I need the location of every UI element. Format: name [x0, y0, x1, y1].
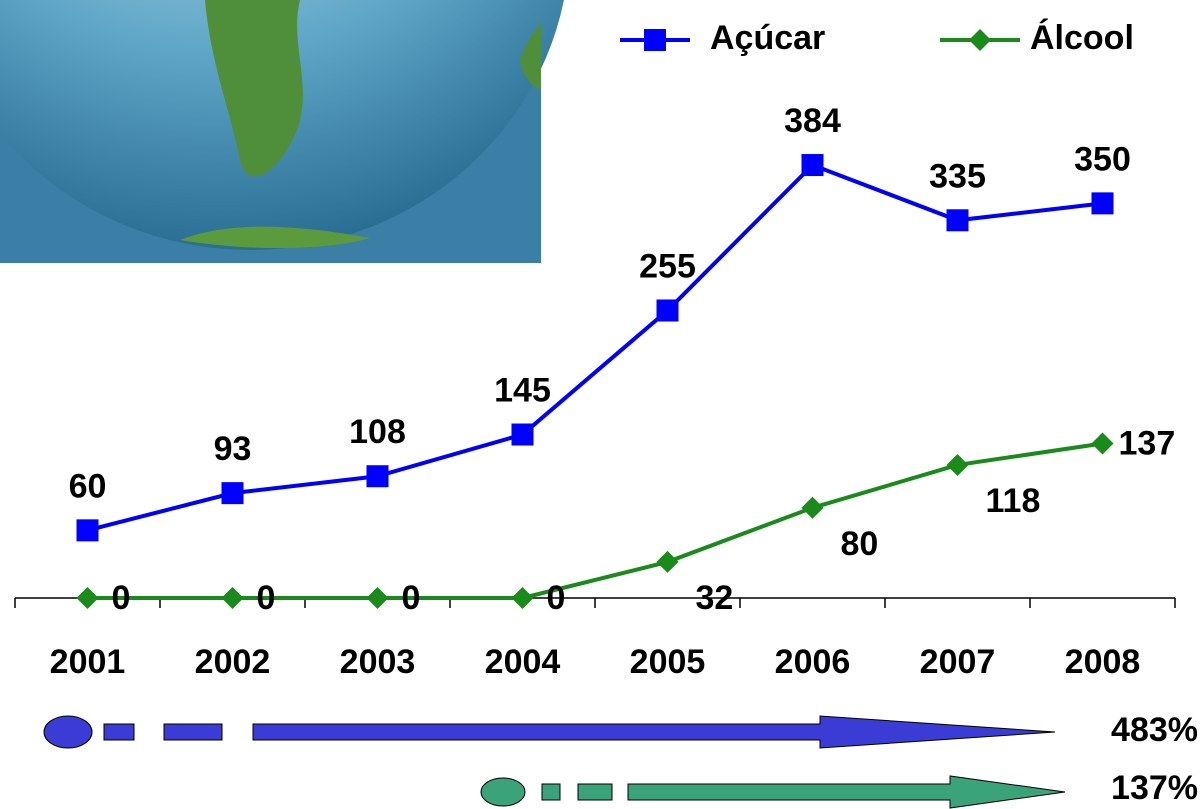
marker — [221, 587, 244, 609]
data-label: 80 — [841, 525, 879, 563]
data-label: 145 — [494, 371, 551, 409]
marker — [946, 453, 969, 476]
x-tick-label: 2004 — [485, 643, 561, 681]
marker — [221, 482, 244, 505]
growth-arrows — [43, 715, 1066, 809]
marker — [656, 299, 679, 322]
data-label: 93 — [214, 430, 252, 468]
data-label: 384 — [784, 102, 841, 140]
data-label: 60 — [69, 467, 107, 505]
x-tick-label: 2008 — [1065, 643, 1141, 681]
marker — [969, 29, 991, 51]
marker — [644, 29, 666, 51]
legend-label: Álcool — [1030, 19, 1134, 57]
data-label: 137 — [1119, 425, 1176, 463]
data-label: 255 — [639, 247, 696, 285]
marker — [801, 496, 824, 519]
data-label: 0 — [547, 579, 566, 617]
x-tick-label: 2001 — [50, 643, 126, 681]
data-label: 335 — [929, 157, 986, 195]
data-label: 0 — [402, 579, 421, 617]
marker — [366, 587, 389, 609]
marker — [946, 209, 969, 232]
marker — [76, 519, 99, 542]
marker — [1091, 192, 1114, 215]
marker — [656, 550, 679, 573]
marker — [801, 154, 824, 177]
globe-image — [0, 0, 564, 263]
annotation: 137% — [1111, 769, 1198, 807]
annotation: 483% — [1111, 711, 1198, 749]
data-label: 0 — [112, 579, 131, 617]
data-label: 118 — [986, 482, 1041, 520]
marker — [366, 465, 389, 488]
marker — [511, 587, 534, 609]
marker — [76, 587, 99, 609]
marker — [511, 423, 534, 446]
x-tick-label: 2002 — [195, 643, 271, 681]
legend-label: Açúcar — [710, 19, 825, 57]
series-line — [87, 162, 1103, 533]
data-label: 0 — [257, 579, 276, 617]
x-tick-label: 2003 — [340, 643, 416, 681]
data-label: 32 — [696, 579, 734, 617]
x-tick-label: 2005 — [630, 643, 706, 681]
marker — [1091, 432, 1114, 455]
x-tick-label: 2007 — [920, 643, 996, 681]
series-line — [87, 441, 1103, 600]
x-tick-label: 2006 — [775, 643, 851, 681]
data-label: 108 — [349, 413, 406, 451]
data-label: 350 — [1074, 140, 1131, 178]
